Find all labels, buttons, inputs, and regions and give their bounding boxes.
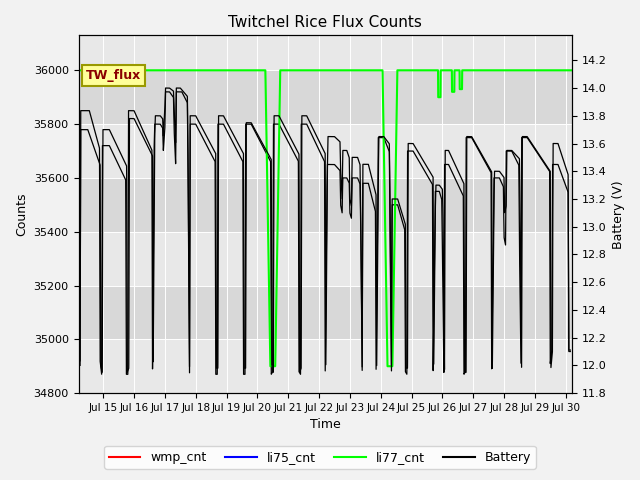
Bar — [79, 178, 572, 232]
Bar — [79, 286, 572, 339]
Bar — [79, 124, 572, 178]
X-axis label: Time: Time — [310, 419, 340, 432]
Y-axis label: Battery (V): Battery (V) — [612, 180, 625, 249]
Bar — [79, 232, 572, 286]
Bar — [79, 339, 572, 393]
Text: TW_flux: TW_flux — [86, 69, 141, 82]
Legend: wmp_cnt, li75_cnt, li77_cnt, Battery: wmp_cnt, li75_cnt, li77_cnt, Battery — [104, 446, 536, 469]
Title: Twitchel Rice Flux Counts: Twitchel Rice Flux Counts — [228, 15, 422, 30]
Bar — [79, 70, 572, 124]
Y-axis label: Counts: Counts — [15, 192, 28, 236]
